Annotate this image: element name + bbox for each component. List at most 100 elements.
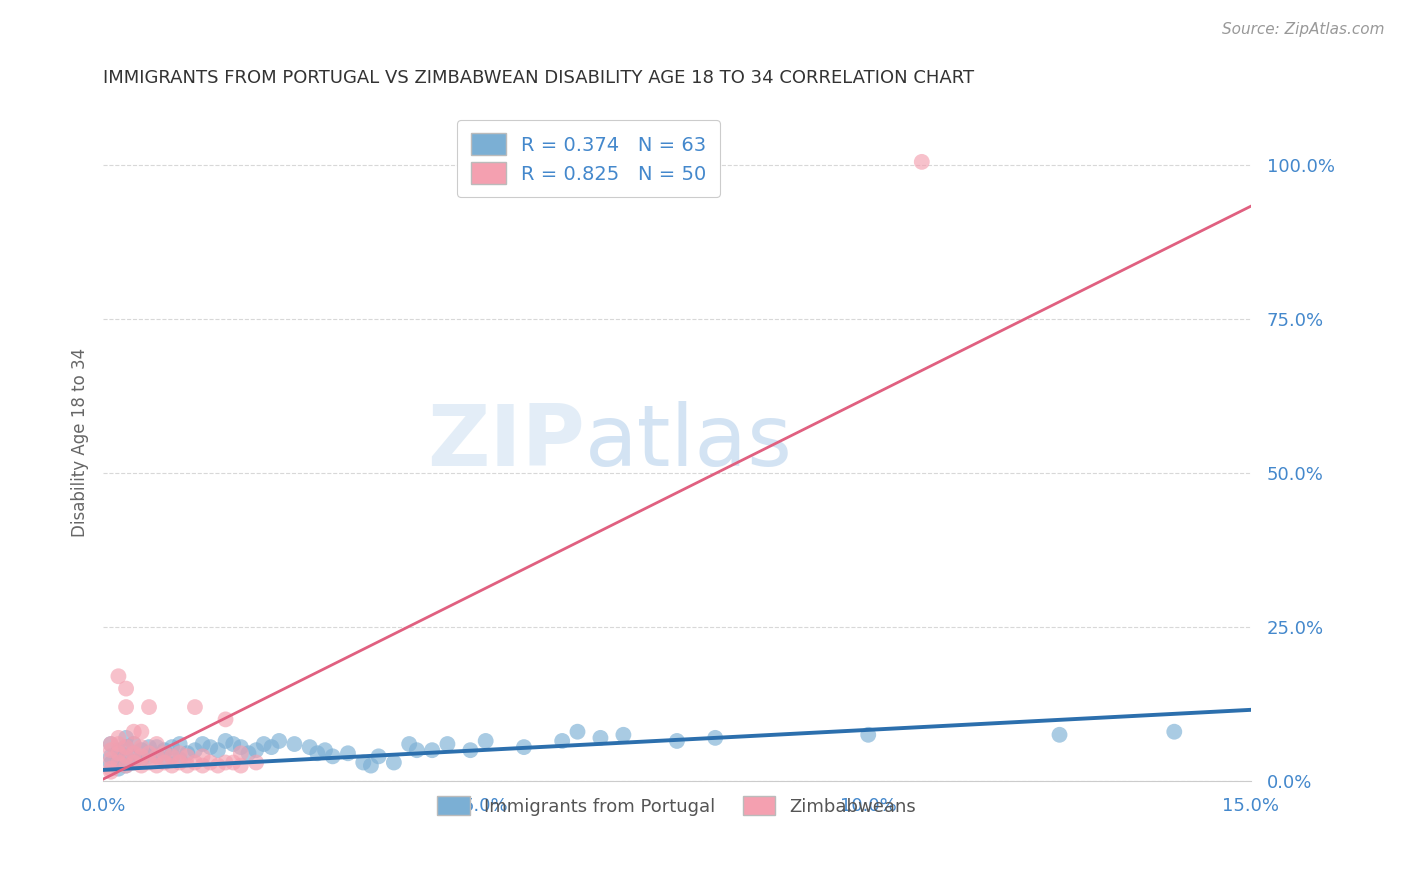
Point	[229, 746, 252, 760]
Point	[551, 734, 574, 748]
Point	[100, 764, 122, 779]
Point	[122, 746, 145, 760]
Point	[107, 731, 129, 745]
Point	[245, 756, 267, 770]
Point	[665, 734, 688, 748]
Point	[107, 669, 129, 683]
Point	[858, 728, 880, 742]
Point	[160, 749, 183, 764]
Point	[122, 737, 145, 751]
Point	[160, 749, 183, 764]
Point	[131, 724, 153, 739]
Point	[145, 737, 167, 751]
Point	[160, 740, 183, 755]
Legend: Immigrants from Portugal, Zimbabweans: Immigrants from Portugal, Zimbabweans	[430, 789, 924, 822]
Point	[191, 737, 214, 751]
Point	[911, 154, 934, 169]
Point	[176, 746, 198, 760]
Point	[100, 737, 122, 751]
Point	[207, 743, 229, 757]
Point	[513, 740, 536, 755]
Point	[115, 758, 138, 772]
Point	[260, 740, 283, 755]
Point	[131, 758, 153, 772]
Point	[115, 740, 138, 755]
Text: Source: ZipAtlas.com: Source: ZipAtlas.com	[1222, 22, 1385, 37]
Point	[115, 700, 138, 714]
Point	[567, 724, 589, 739]
Point	[229, 758, 252, 772]
Point	[405, 743, 427, 757]
Point	[107, 737, 129, 751]
Point	[145, 758, 167, 772]
Point	[191, 758, 214, 772]
Point	[253, 737, 276, 751]
Point	[352, 756, 374, 770]
Point	[214, 756, 236, 770]
Point	[153, 756, 176, 770]
Point	[100, 752, 122, 766]
Point	[367, 749, 389, 764]
Point	[131, 740, 153, 755]
Point	[612, 728, 634, 742]
Point	[1163, 724, 1185, 739]
Point	[322, 749, 344, 764]
Point	[589, 731, 612, 745]
Point	[200, 740, 222, 755]
Point	[138, 749, 160, 764]
Point	[307, 746, 329, 760]
Point	[100, 749, 122, 764]
Point	[115, 731, 138, 745]
Point	[122, 756, 145, 770]
Point	[100, 756, 122, 771]
Point	[184, 700, 207, 714]
Point	[131, 743, 153, 757]
Text: IMMIGRANTS FROM PORTUGAL VS ZIMBABWEAN DISABILITY AGE 18 TO 34 CORRELATION CHART: IMMIGRANTS FROM PORTUGAL VS ZIMBABWEAN D…	[103, 69, 974, 87]
Point	[100, 743, 122, 757]
Point	[115, 749, 138, 764]
Point	[115, 749, 138, 764]
Point	[382, 756, 405, 770]
Point	[169, 746, 191, 760]
Point	[336, 746, 359, 760]
Point	[160, 758, 183, 772]
Point	[107, 743, 129, 757]
Point	[138, 700, 160, 714]
Text: ZIP: ZIP	[427, 401, 585, 483]
Point	[107, 752, 129, 766]
Text: atlas: atlas	[585, 401, 793, 483]
Point	[222, 737, 245, 751]
Point	[460, 743, 482, 757]
Point	[1049, 728, 1071, 742]
Point	[122, 756, 145, 770]
Point	[107, 756, 129, 770]
Point	[245, 743, 267, 757]
Point	[169, 737, 191, 751]
Point	[314, 743, 336, 757]
Point	[238, 746, 260, 760]
Point	[122, 746, 145, 760]
Point	[100, 737, 122, 751]
Point	[153, 743, 176, 757]
Point	[184, 743, 207, 757]
Point	[115, 740, 138, 755]
Point	[420, 743, 443, 757]
Point	[269, 734, 291, 748]
Point	[222, 756, 245, 770]
Point	[131, 749, 153, 764]
Point	[176, 758, 198, 772]
Point	[176, 749, 198, 764]
Point	[436, 737, 458, 751]
Point	[100, 762, 122, 776]
Y-axis label: Disability Age 18 to 34: Disability Age 18 to 34	[72, 348, 89, 537]
Point	[153, 752, 176, 766]
Point	[107, 762, 129, 776]
Point	[138, 746, 160, 760]
Point	[229, 740, 252, 755]
Point	[200, 756, 222, 770]
Point	[191, 749, 214, 764]
Point	[169, 756, 191, 770]
Point	[115, 758, 138, 772]
Point	[122, 724, 145, 739]
Point	[169, 752, 191, 766]
